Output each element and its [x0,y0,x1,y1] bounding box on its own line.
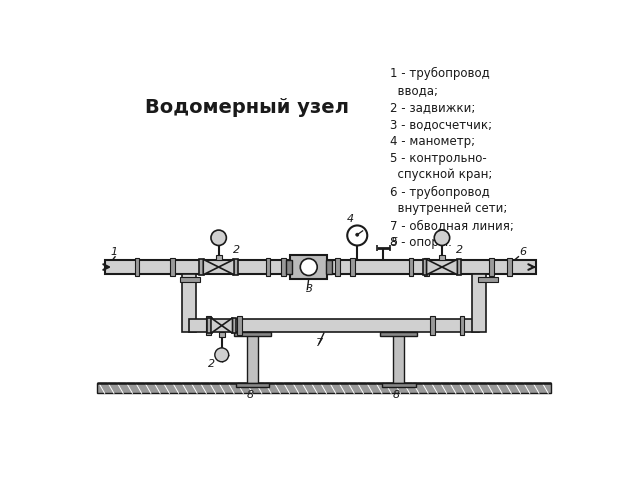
Bar [285,260,292,274]
Text: 5: 5 [391,237,398,247]
Bar [431,316,435,335]
Polygon shape [204,259,219,275]
Bar [189,319,479,333]
Bar [170,258,175,276]
Bar [350,258,355,276]
Text: 4: 4 [346,214,354,224]
Text: 3: 3 [306,284,313,294]
Bar [409,258,413,276]
Polygon shape [221,318,232,333]
Text: спускной кран;: спускной кран; [390,168,492,181]
Bar [472,274,486,333]
Bar [460,316,464,335]
Circle shape [211,230,227,245]
Text: 1: 1 [111,247,118,257]
Text: 6: 6 [519,247,526,257]
Bar [105,260,536,274]
Polygon shape [427,259,442,275]
Text: 2: 2 [208,359,215,369]
Circle shape [215,348,228,362]
Bar [424,258,429,276]
Text: 6 - трубопровод: 6 - трубопровод [390,185,490,199]
Bar [216,255,221,260]
Bar [335,258,340,276]
Bar [266,258,270,276]
Text: ввода;: ввода; [390,84,438,97]
Text: 3 - водосчетчик;: 3 - водосчетчик; [390,118,492,131]
Bar [237,316,242,335]
Polygon shape [211,318,221,333]
Bar [456,259,461,275]
Bar [219,333,225,337]
Bar [281,258,285,276]
Circle shape [300,259,317,276]
Bar [234,259,238,275]
Bar [422,259,428,275]
Bar [326,260,332,274]
Text: 2: 2 [456,245,463,255]
Bar [97,383,551,393]
Circle shape [435,230,450,245]
Bar [508,258,512,276]
Bar [200,259,204,275]
Text: 8: 8 [246,390,253,400]
Bar [206,316,211,335]
Text: 1 - трубопровод: 1 - трубопровод [390,67,490,80]
Bar [247,333,258,383]
Text: 2 - задвижки;: 2 - задвижки; [390,101,475,114]
Text: 5 - контрольно-: 5 - контрольно- [390,152,486,165]
Bar [236,383,269,387]
Bar [234,332,271,336]
Text: 8 - опоры.: 8 - опоры. [390,236,451,249]
Bar [232,318,236,333]
Bar [291,255,327,278]
Circle shape [348,226,367,245]
Circle shape [356,233,359,236]
Bar [207,318,212,333]
Bar [439,255,445,260]
Bar [380,332,417,336]
Bar [489,258,493,276]
Polygon shape [442,259,458,275]
Text: Водомерный узел: Водомерный узел [145,98,349,117]
Text: 7 - обводная линия;: 7 - обводная линия; [390,219,513,232]
Text: 8: 8 [393,390,400,400]
Text: 2: 2 [232,245,239,255]
Bar [135,258,140,276]
Bar [180,277,200,282]
Bar [382,383,416,387]
Polygon shape [219,259,234,275]
Text: внутренней сети;: внутренней сети; [390,203,507,216]
Bar [394,333,404,383]
Bar [478,277,498,282]
Bar [182,274,196,333]
Text: 7: 7 [316,337,324,348]
Text: 4 - манометр;: 4 - манометр; [390,134,475,148]
